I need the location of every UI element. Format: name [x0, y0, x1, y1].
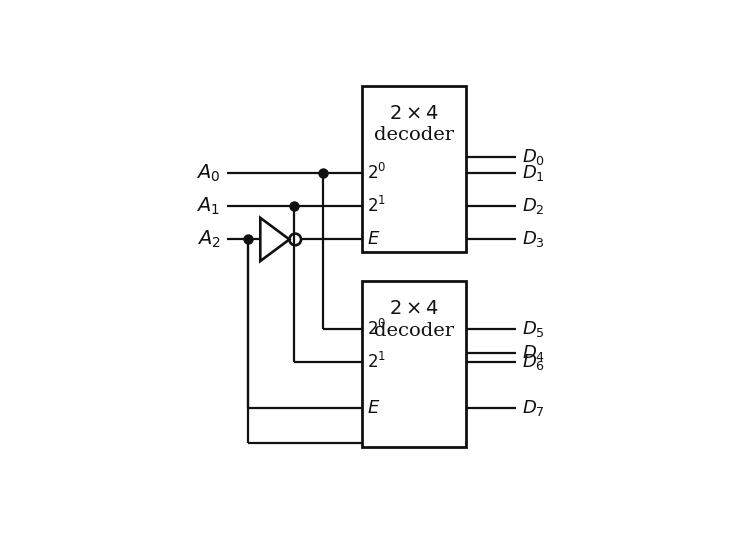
Text: $A_2$: $A_2$ [197, 229, 220, 250]
Text: $2 \times 4$: $2 \times 4$ [390, 105, 439, 123]
Text: $2^0$: $2^0$ [367, 163, 387, 183]
Bar [362, 281, 466, 447]
Text: $D_4$: $D_4$ [522, 342, 545, 362]
Text: decoder: decoder [374, 126, 454, 145]
Text: $D_1$: $D_1$ [522, 163, 545, 183]
Text: $A_1$: $A_1$ [197, 195, 220, 217]
Text: decoder: decoder [374, 322, 454, 340]
Text: $D_7$: $D_7$ [522, 398, 545, 418]
Text: $2^1$: $2^1$ [367, 352, 386, 372]
Text: $D_5$: $D_5$ [522, 319, 545, 339]
Text: $E$: $E$ [367, 231, 381, 248]
Text: $2 \times 4$: $2 \times 4$ [390, 300, 439, 318]
Text: $D_2$: $D_2$ [522, 196, 545, 216]
Text: $D_3$: $D_3$ [522, 230, 545, 249]
Text: $2^0$: $2^0$ [367, 319, 387, 339]
Text: $E$: $E$ [367, 399, 381, 417]
Text: $D_0$: $D_0$ [522, 147, 545, 167]
Text: $A_0$: $A_0$ [196, 162, 220, 184]
Bar [362, 85, 466, 252]
Text: $2^1$: $2^1$ [367, 196, 386, 216]
Text: $D_6$: $D_6$ [522, 352, 545, 372]
